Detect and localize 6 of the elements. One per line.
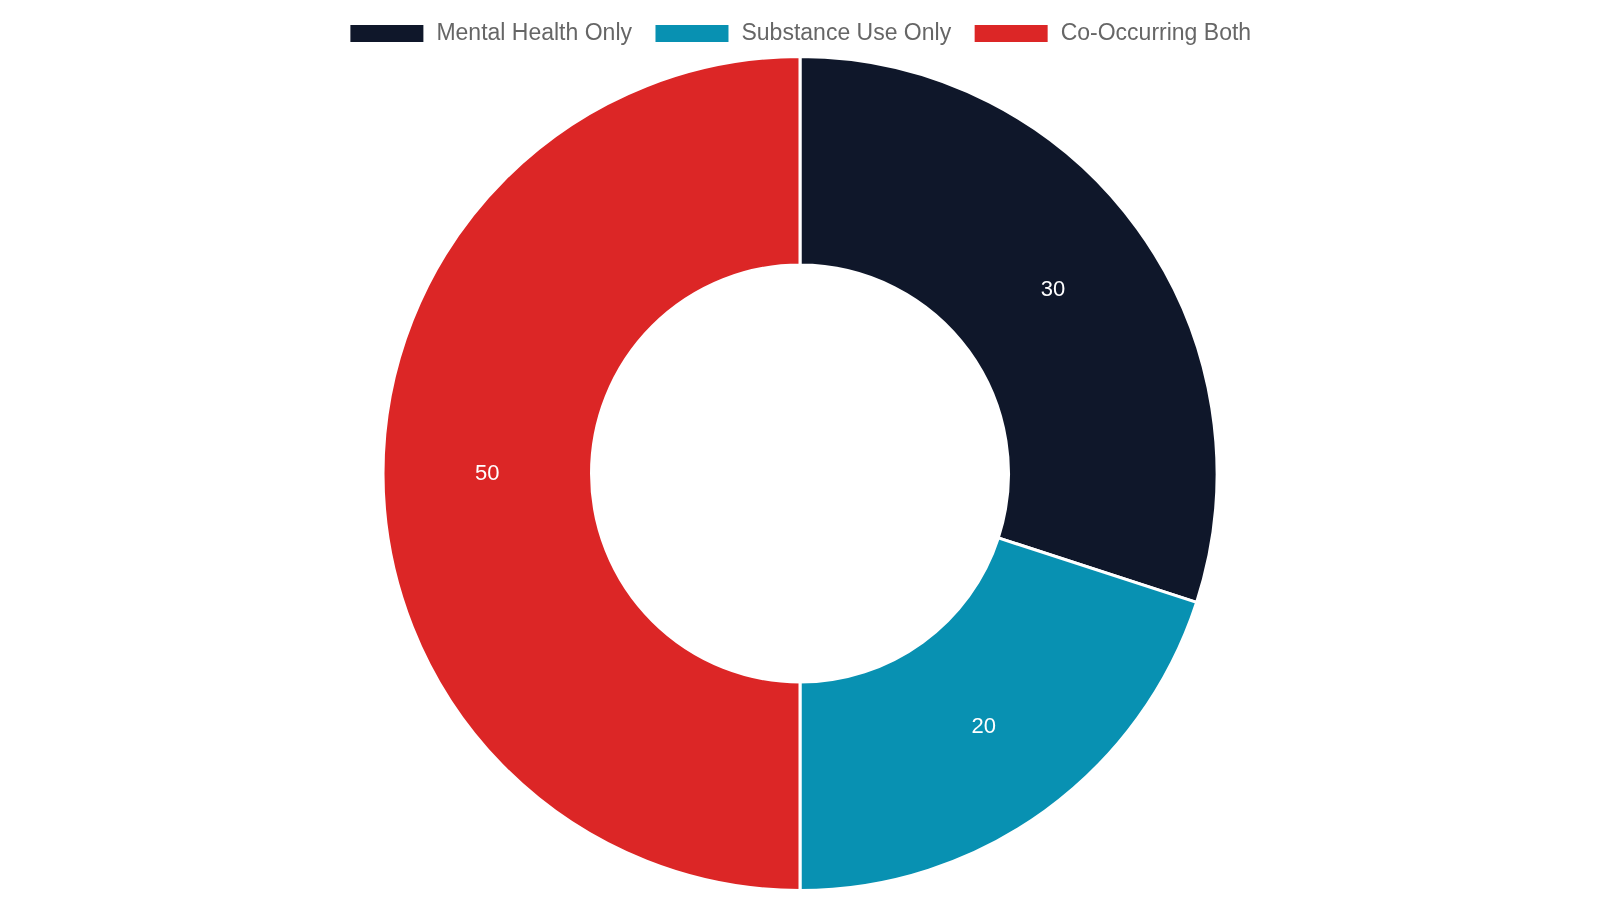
data-label: 50 <box>475 459 500 485</box>
data-label: 20 <box>971 712 997 738</box>
legend-label: Mental Health Only <box>436 18 633 45</box>
data-label: 30 <box>1040 275 1066 301</box>
legend-label: Co-Occurring Both <box>1060 18 1252 45</box>
legend-label: Substance Use Only <box>741 18 952 45</box>
